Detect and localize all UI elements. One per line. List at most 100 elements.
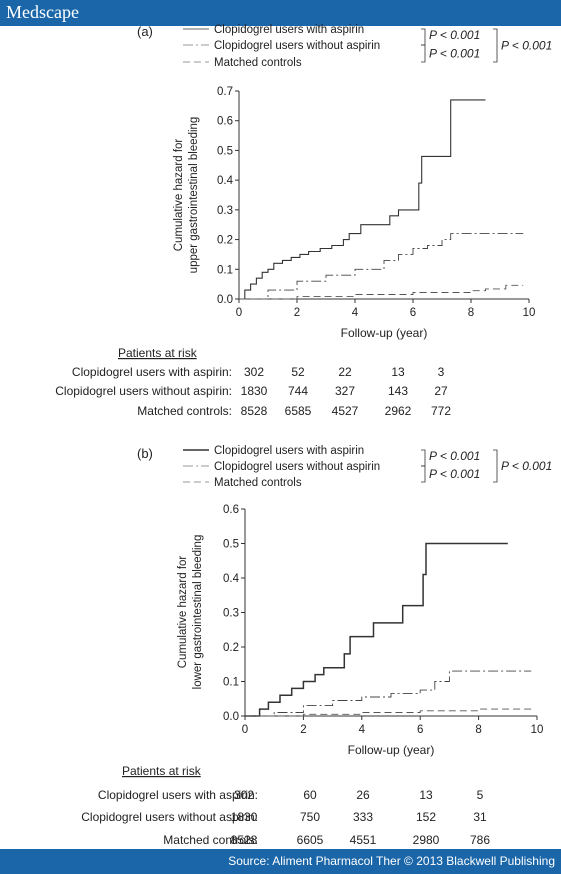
risk-row-value: 4527 [332, 404, 359, 418]
risk-row-value: 2980 [413, 833, 440, 847]
source-credit: Source: Aliment Pharmacol Ther © 2013 Bl… [228, 854, 555, 868]
top-banner: Medscape [0, 0, 561, 26]
risk-row-value: 302 [234, 788, 254, 802]
x-tick-label: 10 [531, 724, 544, 736]
y-tick-label: 0.5 [223, 539, 239, 551]
chart-panel-b: (b) Clopidogrel users with aspirin Clopido… [81, 445, 552, 847]
risk-row-value: 1830 [231, 810, 258, 824]
x-tick-label: 4 [352, 307, 359, 319]
y-tick-label: 0.1 [217, 264, 233, 276]
legend-label: Clopidogrel users with aspirin [214, 24, 364, 36]
risk-row-value: 6605 [297, 833, 324, 847]
x-tick-label: 10 [523, 307, 536, 319]
pvalue-label: P < 0.001 [501, 459, 552, 473]
brand-logo: Medscape [6, 2, 79, 22]
risk-row-value: 143 [388, 384, 408, 398]
y-tick-label: 0.3 [223, 608, 239, 620]
risk-row-value: 302 [244, 365, 264, 379]
y-axis-label: Cumulative hazard for [173, 139, 185, 252]
x-tick-label: 0 [236, 307, 242, 319]
y-tick-label: 0.5 [217, 145, 233, 157]
pvalue-bracket [421, 44, 426, 63]
risk-row-label: Clopidogrel users with aspirin: [98, 788, 258, 802]
series-line [245, 708, 532, 717]
risk-row-label: Matched controls: [137, 404, 232, 418]
y-tick-label: 0.6 [223, 504, 239, 516]
y-tick-label: 0.2 [223, 642, 239, 654]
chart-panel-a: (a) Clopidogrel users with aspirin Clopido… [55, 24, 552, 418]
risk-row-label: Matched controls: [163, 833, 258, 847]
x-tick-label: 6 [410, 307, 416, 319]
risk-row-value: 744 [288, 384, 308, 398]
series-line [239, 233, 524, 300]
risk-row-value: 13 [391, 365, 405, 379]
pvalue-label: P < 0.001 [501, 39, 552, 53]
x-tick-label: 8 [468, 307, 474, 319]
panel-label: (a) [137, 24, 153, 39]
risk-row-value: 1830 [241, 384, 268, 398]
pvalue-bracket [493, 449, 498, 483]
panel-label: (b) [137, 446, 153, 461]
risk-table-title: Patients at risk [118, 346, 198, 360]
risk-row-value: 772 [431, 404, 451, 418]
y-tick-label: 0.0 [217, 294, 233, 306]
y-tick-label: 0.3 [217, 205, 233, 217]
risk-row-value: 152 [416, 810, 436, 824]
y-tick-label: 0.4 [223, 573, 240, 585]
risk-row-value: 52 [291, 365, 305, 379]
pvalue-bracket [421, 465, 426, 483]
legend-label: Clopidogrel users without aspirin [214, 461, 380, 473]
y-tick-label: 0.0 [223, 711, 239, 723]
risk-row-value: 8528 [231, 833, 258, 847]
risk-row-value: 2962 [385, 404, 412, 418]
risk-row-value: 786 [470, 833, 490, 847]
risk-row-value: 60 [303, 788, 317, 802]
risk-row-label: Clopidogrel users without aspirin: [81, 810, 258, 824]
pvalue-label: P < 0.001 [429, 47, 480, 61]
risk-row-value: 4551 [350, 833, 377, 847]
risk-row-value: 8528 [241, 404, 268, 418]
pvalue-label: P < 0.001 [429, 467, 480, 481]
y-tick-label: 0.7 [217, 86, 233, 98]
y-axis-label: lower gastrointestinal bleeding [192, 535, 204, 690]
risk-row-value: 13 [419, 788, 433, 802]
y-axis-label: Cumulative hazard for [177, 556, 189, 669]
legend-label: Clopidogrel users without aspirin [214, 40, 380, 52]
series-line [239, 284, 524, 300]
y-axis-label: upper gastrointestinal bleeding [188, 117, 200, 274]
x-tick-label: 6 [417, 724, 423, 736]
risk-row-value: 333 [353, 810, 373, 824]
risk-row-value: 26 [356, 788, 370, 802]
x-tick-label: 8 [475, 724, 481, 736]
series-line [245, 542, 508, 717]
risk-row-value: 31 [473, 810, 487, 824]
pvalue-label: P < 0.001 [429, 449, 480, 463]
risk-row-value: 750 [300, 810, 320, 824]
risk-row-label: Clopidogrel users without aspirin: [55, 384, 232, 398]
legend-label: Matched controls [214, 57, 302, 69]
pvalue-bracket [421, 449, 426, 467]
y-tick-label: 0.6 [217, 116, 233, 128]
pvalue-bracket [421, 28, 426, 46]
pvalue-label: P < 0.001 [429, 28, 480, 42]
risk-row-label: Clopidogrel users with aspirin: [72, 365, 232, 379]
legend-label: Clopidogrel users with aspirin [214, 445, 364, 457]
pvalue-bracket [493, 28, 498, 63]
x-tick-label: 2 [294, 307, 300, 319]
risk-row-value: 6585 [285, 404, 312, 418]
x-tick-label: 0 [242, 724, 248, 736]
y-tick-label: 0.2 [217, 235, 233, 247]
legend-label: Matched controls [214, 477, 302, 489]
risk-row-value: 27 [434, 384, 448, 398]
bottom-banner: Source: Aliment Pharmacol Ther © 2013 Bl… [0, 849, 561, 874]
risk-row-value: 3 [438, 365, 445, 379]
x-axis-label: Follow-up (year) [341, 326, 428, 340]
series-line [239, 99, 486, 300]
x-tick-label: 2 [300, 724, 306, 736]
risk-table-title: Patients at risk [122, 764, 202, 778]
x-tick-label: 4 [359, 724, 366, 736]
risk-row-value: 22 [338, 365, 352, 379]
y-tick-label: 0.1 [223, 677, 239, 689]
y-tick-label: 0.4 [217, 175, 234, 187]
